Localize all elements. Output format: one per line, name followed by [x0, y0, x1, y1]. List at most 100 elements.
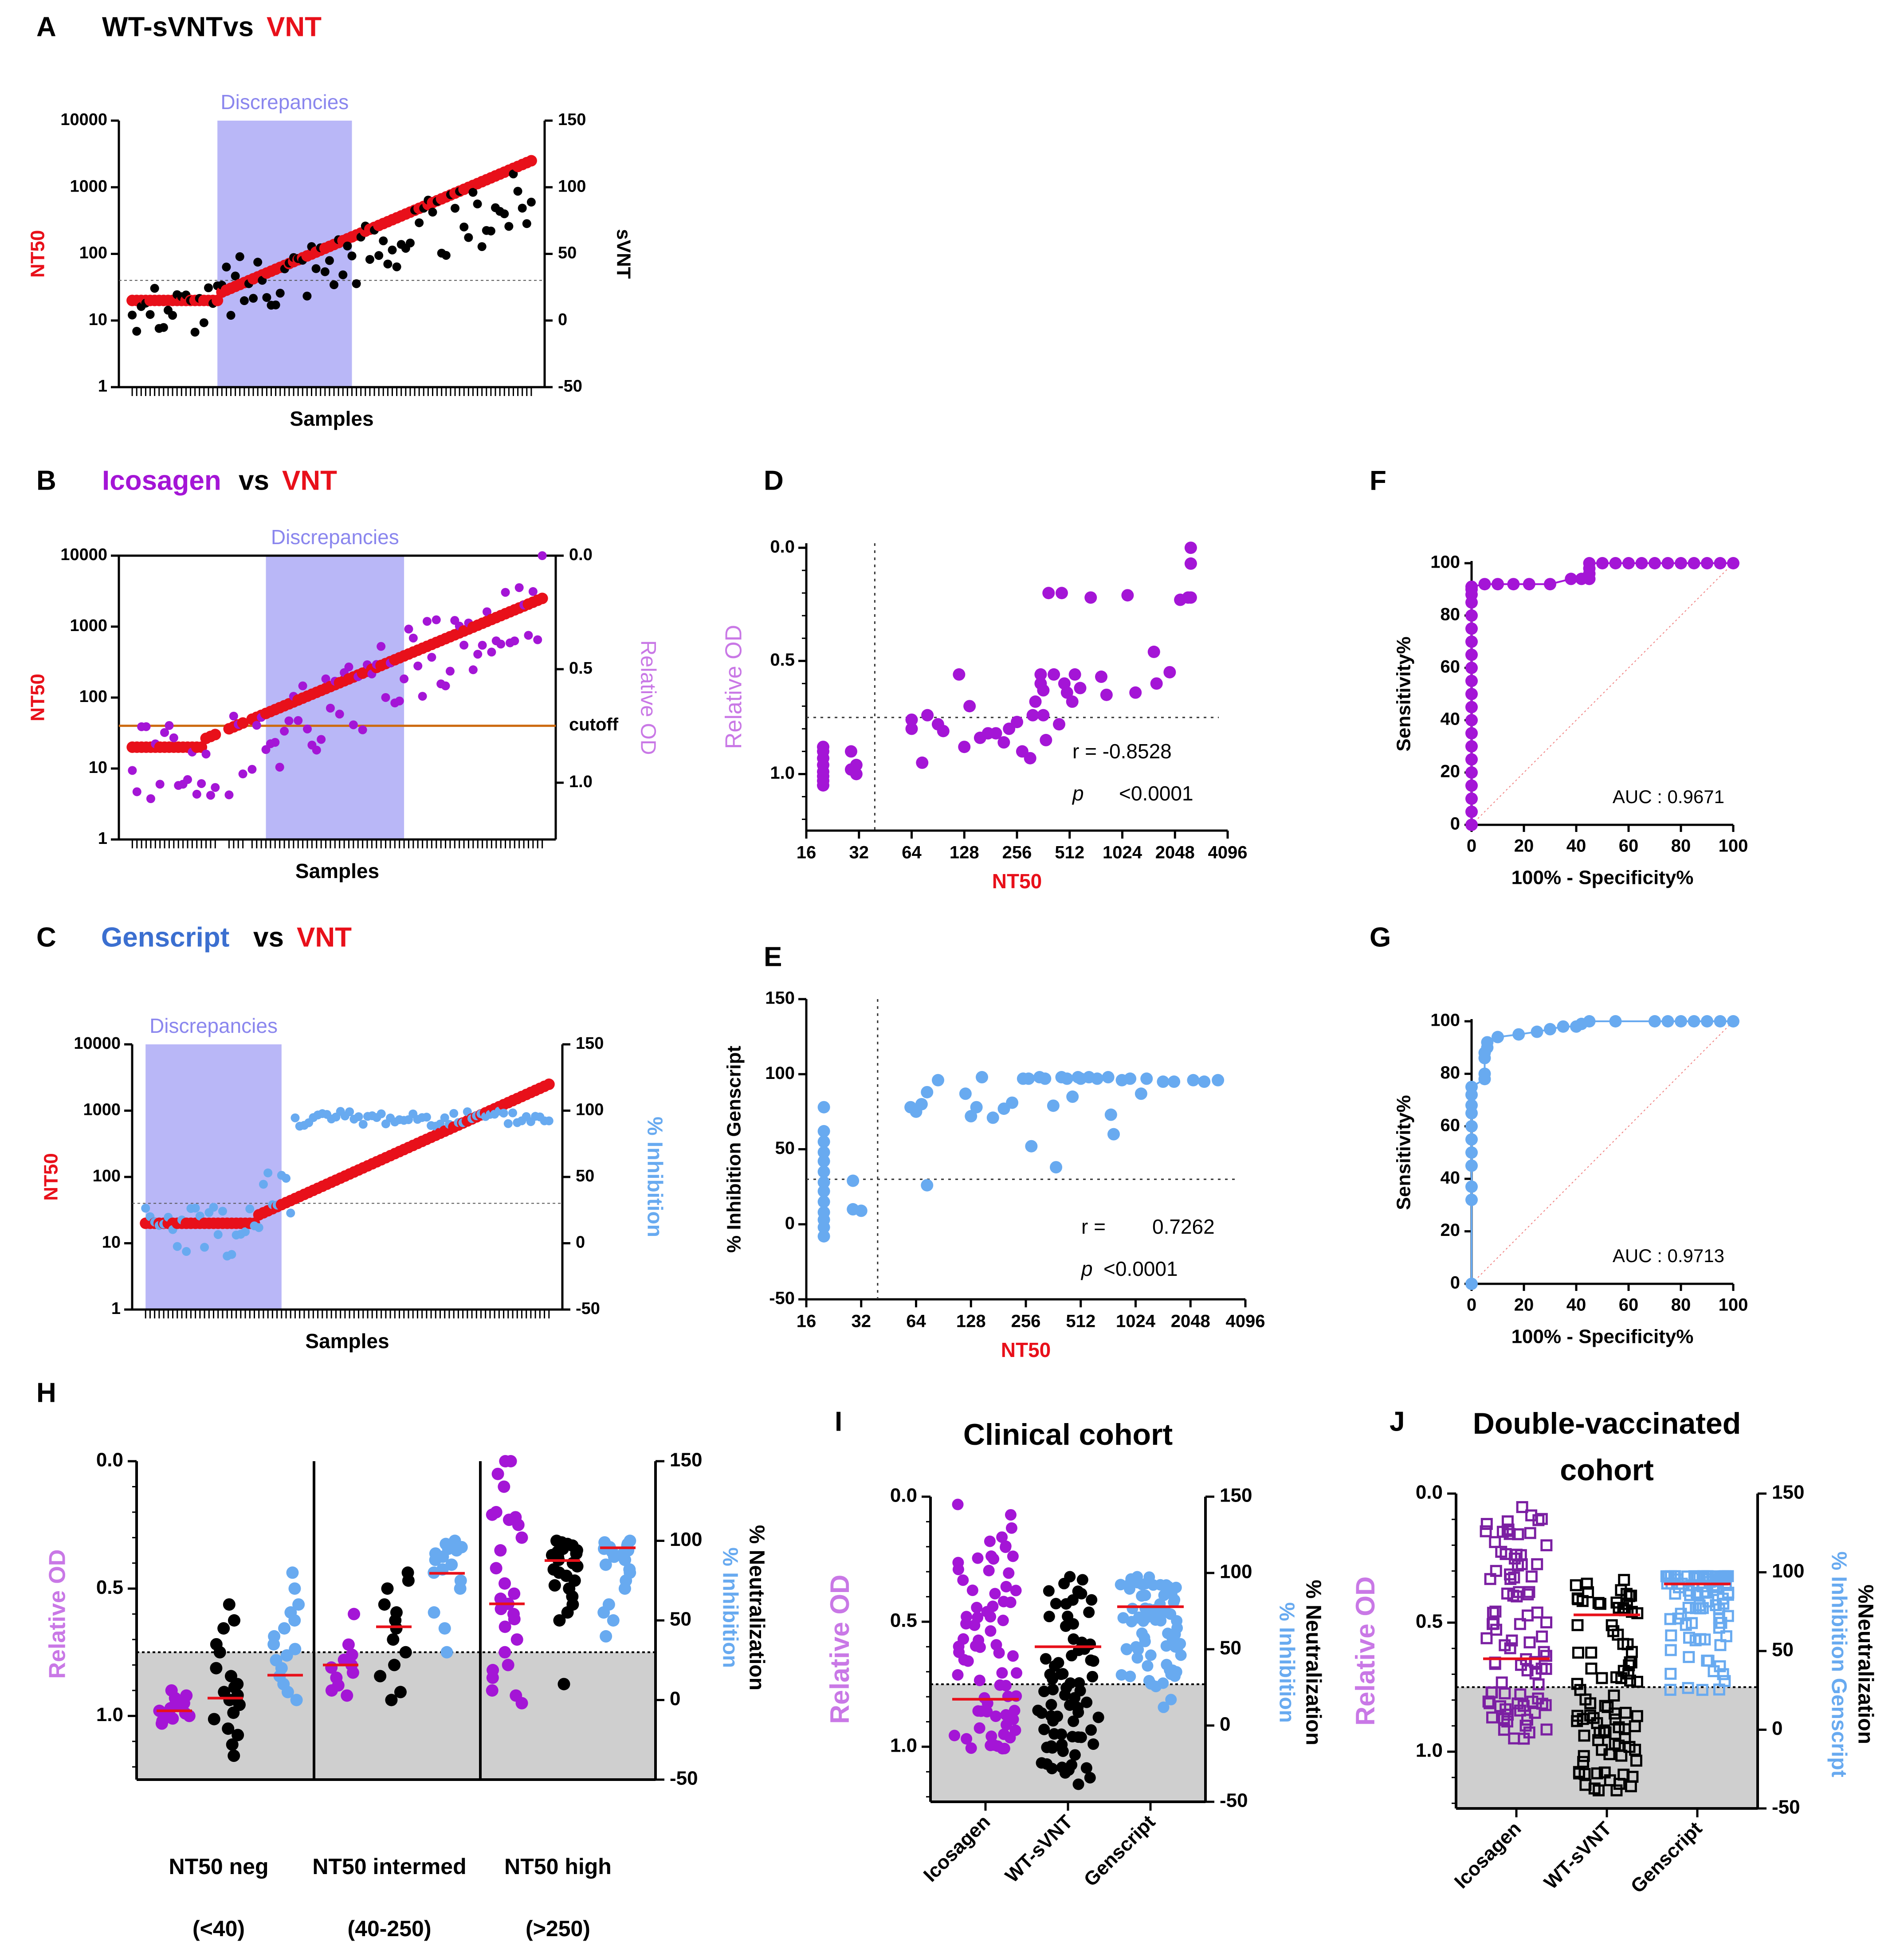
panel-C-nt50-point-90 [543, 1079, 555, 1090]
panel-I-c2-point-15 [1139, 1635, 1151, 1647]
panel-I-c2-point-68 [1165, 1608, 1177, 1620]
panel-I-c2-point-62 [1126, 1616, 1138, 1628]
panel-G-roc-point-24 [1583, 1015, 1596, 1028]
panel-D-p-value: <0.0001 [1119, 782, 1193, 805]
panel-J-c0-point-67 [1529, 1656, 1541, 1668]
panel-D-point-23 [989, 727, 1002, 740]
panel-G-x-tick-label-1: 20 [1514, 1295, 1534, 1315]
panel-B-left-tick-label-2: 100 [79, 687, 107, 706]
panel-J-c2-point-88 [1717, 1668, 1729, 1680]
panel-I-c0-point-12 [984, 1535, 996, 1547]
panel-I-title: Clinical cohort [963, 1418, 1173, 1451]
panel-F-roc-point-2 [1465, 792, 1478, 805]
panel-F-roc-point-34 [1622, 557, 1635, 569]
panel-H-g2-icosagen-point-22 [502, 1659, 514, 1671]
panel-A-svnt-point-87 [513, 187, 522, 196]
panel-J-c1-point-41 [1609, 1707, 1621, 1720]
panel-I-category-2: Genscript [1080, 1811, 1159, 1890]
panel-A-ylabel-right: sVNT [612, 229, 634, 279]
panel-J-c0-point-39 [1501, 1587, 1513, 1600]
panel-J-c1-point-88 [1570, 1579, 1582, 1592]
panel-D-point-28 [1024, 752, 1036, 765]
panel-G-roc-point-10 [1465, 1081, 1478, 1093]
panel-C-right-tick-label-2: 50 [576, 1167, 594, 1185]
panel-E-point-11 [817, 1230, 830, 1243]
panel-H-g2-icosagen-point-8 [512, 1518, 525, 1531]
panel-J-ylabel-right-2: % Inhibition Genscript [1827, 1551, 1850, 1777]
panel-E-x-tick-label-2: 64 [906, 1312, 926, 1331]
panel-A-svnt-point-60 [392, 262, 401, 271]
panel-E-r-label: r = [1081, 1215, 1106, 1238]
panel-D-point-33 [1037, 684, 1050, 697]
panel-D-x-tick-label-4: 256 [1002, 843, 1032, 863]
panel-F-roc-point-15 [1465, 622, 1478, 635]
panel-I-c1-point-65 [1059, 1689, 1071, 1701]
panel-E-point-25 [976, 1071, 988, 1084]
panel-B-letter: B [36, 465, 56, 496]
panel-E-xlabel: NT50 [1001, 1338, 1051, 1361]
panel-H-g1-genscript-point-13 [454, 1582, 467, 1595]
panel-A-svnt-point-18 [204, 283, 213, 292]
panel-C-svnt-point-82 [508, 1108, 518, 1118]
panel-H-ylabel-left: Relative OD [45, 1549, 71, 1679]
panel-A-svnt-point-58 [383, 259, 393, 269]
panel-D-point-52 [1163, 666, 1176, 678]
panel-C-title-part-2: VNT [297, 922, 352, 953]
panel-C-svnt-point-81 [503, 1119, 513, 1128]
panel-I-c0-point-72 [949, 1730, 961, 1741]
panel-H-g2-icosagen-point-27 [515, 1697, 528, 1710]
panel-I-c0-point-23 [1010, 1584, 1022, 1596]
panel-H-left-tick-label-0: 0.0 [96, 1449, 123, 1471]
panel-J-c0-point-52 [1487, 1607, 1499, 1619]
panel-B-od-point-15 [192, 789, 201, 799]
panel-A-svnt-point-51 [352, 279, 361, 288]
panel-I-c0-point-48 [974, 1675, 985, 1686]
panel-F-ylabel: Sensitivity% [1393, 636, 1415, 751]
panel-F-roc-point-37 [1661, 557, 1674, 569]
panel-J-c1-point-32 [1578, 1750, 1590, 1762]
panel-H-g0-icosagen-point-14 [155, 1717, 168, 1730]
panel-B-od-point-69 [441, 681, 450, 690]
panel-H-right-tick-label-0: -50 [670, 1768, 698, 1789]
panel-C-svnt-point-8 [173, 1242, 182, 1251]
panel-J-c2-point-61 [1680, 1619, 1692, 1631]
panel-A-right-tick-label-3: 100 [558, 177, 586, 196]
panel-B-od-point-18 [206, 791, 215, 800]
panel-G-roc-point-32 [1727, 1015, 1739, 1028]
panel-F-roc-point-8 [1465, 714, 1478, 726]
panel-A-title-part-2: VNT [267, 12, 322, 42]
panel-I-c0-point-50 [965, 1742, 977, 1754]
panel-G-x-tick-label-3: 60 [1619, 1295, 1639, 1315]
panel-H-g1-svnt-point-3 [378, 1598, 391, 1611]
panel-E-point-21 [921, 1179, 934, 1192]
panel-A-right-tick-label-2: 50 [558, 244, 577, 263]
panel-D-point-56 [1184, 541, 1197, 554]
panel-I-c0-point-61 [1000, 1540, 1012, 1552]
panel-I-c2-point-12 [1115, 1669, 1127, 1681]
panel-C-svnt-point-49 [358, 1120, 368, 1129]
panel-B-title-part-1: vs [239, 465, 269, 496]
panel-F-roc-point-4 [1465, 766, 1478, 779]
panel-H-g1-genscript-point-8 [429, 1553, 442, 1566]
panel-E-point-1 [817, 1125, 830, 1137]
panel-F-roc-point-7 [1465, 727, 1478, 740]
panel-B-od-point-75 [468, 665, 478, 675]
panel-A-svnt-point-34 [275, 289, 285, 298]
panel-J-right-tick-label-3: 100 [1772, 1560, 1804, 1582]
panel-J-c0-point-57 [1535, 1513, 1548, 1525]
panel-J-title-2: cohort [1560, 1453, 1654, 1487]
panel-A-right-tick-label-4: 150 [558, 110, 586, 129]
panel-C-left-tick-label-1: 10 [102, 1233, 121, 1252]
panel-I-c0-point-5 [952, 1498, 964, 1510]
panel-C-svnt-point-28 [263, 1168, 273, 1177]
panel-I-c2-point-3 [1145, 1649, 1157, 1661]
panel-J-c2-point-21 [1683, 1651, 1695, 1663]
panel-I-c0-point-68 [972, 1612, 984, 1624]
panel-I-c0-point-63 [988, 1739, 1000, 1751]
panel-J-c0-point-8 [1498, 1724, 1510, 1736]
panel-E-letter: E [764, 941, 782, 972]
panel-C-ylabel-right: % Inhibition [643, 1117, 666, 1237]
panel-J-c1-point-51 [1631, 1675, 1643, 1688]
panel-H-g1-icosagen-point-6 [346, 1666, 359, 1679]
